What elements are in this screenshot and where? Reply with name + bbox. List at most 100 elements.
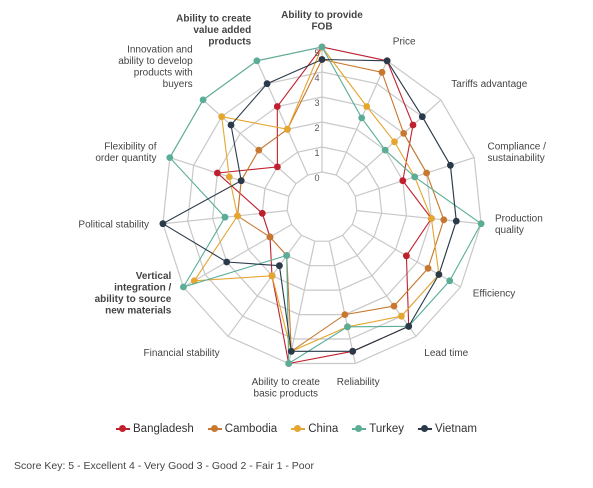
legend-item-cambodia: Cambodia — [207, 423, 278, 435]
axis-label-11: Political stability — [78, 219, 149, 230]
point-vietnam-7 — [349, 347, 357, 355]
axis-label-5: Efficiency — [473, 288, 516, 299]
point-china-11 — [234, 212, 241, 220]
point-bangladesh-14 — [273, 103, 281, 110]
point-bangladesh-11 — [258, 209, 266, 217]
spoke-14 — [256, 60, 309, 176]
axis-label-2: Tariffs advantage — [451, 79, 527, 90]
axis-label-0: Ability to provide FOB — [281, 10, 363, 33]
point-china-13 — [218, 113, 226, 121]
point-turkey-3 — [411, 173, 419, 181]
point-vietnam-5 — [435, 271, 443, 278]
radar-tick-labels: 0 1 2 3 4 5 — [314, 48, 319, 183]
chart-legend: Bangladesh Cambodia China Turkey Vietnam — [0, 423, 593, 435]
point-vietnam-12 — [237, 177, 245, 185]
legend-label-vietnam: Vietnam — [434, 423, 477, 435]
point-vietnam-3 — [447, 161, 454, 169]
axis-label-8: Ability to create basic products — [252, 377, 321, 400]
axis-label-14: Ability to create value added products — [176, 14, 251, 48]
point-china-4 — [428, 215, 435, 222]
point-vietnam-10 — [223, 258, 231, 266]
point-turkey-13 — [199, 96, 207, 104]
axis-label-13: Innovation and ability to develop products… — [118, 45, 193, 91]
axis-label-10: Vertical integration / ability to source ne… — [95, 271, 172, 317]
point-vietnam-2 — [418, 113, 426, 121]
point-cambodia-6 — [390, 302, 398, 310]
point-vietnam-9 — [276, 262, 283, 270]
point-turkey-12 — [166, 154, 174, 162]
point-vietnam-8 — [287, 347, 295, 355]
point-vietnam-4 — [452, 217, 460, 225]
point-china-6 — [398, 312, 405, 320]
point-cambodia-3 — [423, 169, 430, 177]
point-china-12 — [225, 173, 233, 181]
point-cambodia-1 — [378, 68, 386, 76]
point-cambodia-2 — [400, 130, 408, 137]
radar-axis-labels: Ability to provide FOB Price Tariffs advant… — [78, 10, 546, 400]
point-bangladesh-13 — [274, 163, 281, 171]
series-turkey — [166, 43, 485, 367]
radar-series — [159, 43, 485, 367]
point-china-9 — [268, 272, 276, 280]
point-vietnam-1 — [383, 57, 391, 65]
point-cambodia-10 — [266, 233, 274, 241]
tick-label-4: 4 — [314, 73, 319, 83]
spoke-8 — [288, 241, 316, 364]
series-vietnam — [159, 56, 460, 355]
point-vietnam-13 — [227, 121, 235, 129]
spoke-6 — [342, 234, 417, 337]
legend-marker-bangladesh — [116, 424, 131, 434]
legend-label-bangladesh: Bangladesh — [133, 423, 194, 435]
point-cambodia-5 — [424, 264, 432, 272]
point-bangladesh-2 — [409, 121, 417, 129]
legend-item-china: China — [291, 423, 338, 435]
point-turkey-9 — [283, 252, 291, 259]
point-turkey-2 — [381, 146, 389, 154]
point-turkey-11 — [221, 213, 229, 221]
legend-marker-vietnam — [417, 424, 432, 434]
point-turkey-0 — [318, 43, 326, 51]
point-turkey-1 — [358, 114, 366, 122]
axis-label-1: Price — [393, 37, 416, 48]
point-china-2 — [391, 138, 398, 146]
series-line-vietnam — [161, 58, 457, 352]
legend-marker-turkey — [352, 424, 367, 434]
score-key: Score Key: 5 - Excellent 4 - Very Good 3… — [14, 460, 314, 472]
point-turkey-10 — [180, 283, 187, 291]
legend-label-china: China — [308, 423, 339, 435]
point-turkey-14 — [253, 57, 261, 65]
axis-label-4: Production quality — [495, 214, 543, 237]
radar-chart: 0 1 2 3 4 5 Ability to provide FOB Price Tariffs… — [78, 10, 546, 400]
grid-ring-1 — [261, 146, 383, 267]
point-vietnam-0 — [318, 56, 326, 63]
point-vietnam-14 — [263, 80, 271, 88]
tick-label-2: 2 — [314, 123, 319, 133]
point-turkey-4 — [477, 220, 485, 228]
series-line-cambodia — [236, 58, 445, 353]
point-china-1 — [363, 103, 371, 110]
point-turkey-5 — [446, 277, 454, 285]
axis-label-6: Lead time — [424, 348, 468, 359]
point-china-10 — [190, 277, 198, 285]
legend-marker-china — [291, 424, 306, 434]
point-china-14 — [284, 125, 291, 133]
point-cambodia-4 — [440, 216, 448, 224]
legend-label-cambodia: Cambodia — [224, 423, 278, 435]
legend-item-turkey: Turkey — [352, 423, 404, 435]
legend-item-bangladesh: Bangladesh — [116, 423, 194, 435]
series-line-turkey — [169, 46, 482, 365]
series-line-china — [193, 45, 440, 353]
point-cambodia-13 — [255, 146, 263, 154]
spoke-10 — [183, 223, 292, 288]
point-turkey-8 — [285, 360, 293, 367]
point-turkey-7 — [344, 323, 351, 331]
axis-label-12: Flexibility of order quantity — [95, 142, 156, 165]
spoke-13 — [202, 99, 297, 185]
axis-label-7: Reliability — [337, 377, 380, 388]
tick-label-3: 3 — [314, 98, 319, 108]
axis-label-3: Compliance / sustainability — [488, 142, 547, 165]
axis-label-9: Financial stability — [144, 348, 220, 359]
point-bangladesh-3 — [399, 177, 407, 185]
point-vietnam-6 — [405, 322, 413, 330]
point-cambodia-7 — [341, 311, 349, 318]
